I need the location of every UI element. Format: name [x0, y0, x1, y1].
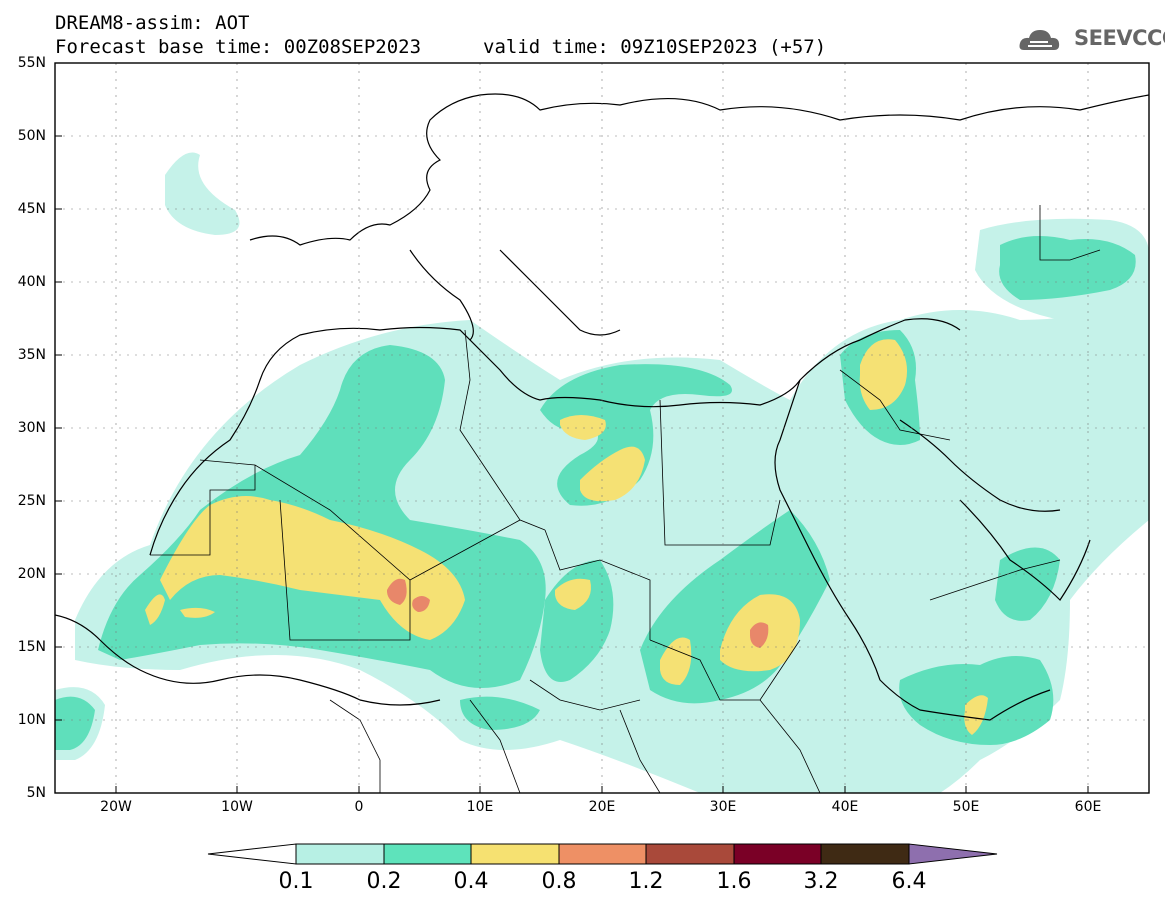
colorbar-bin-0.1-0.2 [295, 843, 385, 865]
lat-label-30n: 30N [17, 420, 46, 436]
axis-ticks [55, 62, 1089, 794]
colorbar-bin-3.2-6.4 [820, 843, 910, 865]
colorbar-over-triangle [908, 843, 998, 865]
colorbar-label: 1.6 [716, 869, 752, 894]
colorbar-label: 0.4 [453, 869, 489, 894]
lat-label-55n: 55N [17, 55, 46, 71]
lon-label-20e: 20E [588, 799, 616, 815]
colorbar-label: 3.2 [803, 869, 839, 894]
colorbar-bin-0.2-0.4 [383, 843, 472, 865]
colorbar-bin-0.8-1.2 [558, 843, 647, 865]
colorbar-label: 0.2 [366, 869, 402, 894]
cloud-logo-icon [1019, 30, 1060, 50]
lat-label-50n: 50N [17, 128, 46, 144]
lat-label-25n: 25N [17, 493, 46, 509]
forecast-base-time: Forecast base time: 00Z08SEP2023 [55, 36, 422, 58]
borders [150, 205, 1101, 793]
lon-label-50e: 50E [952, 799, 980, 815]
lat-label-35n: 35N [17, 347, 46, 363]
colorbar-bin-0.4-0.8 [470, 843, 560, 865]
colorbar-label: 6.4 [891, 869, 927, 894]
lon-label-10e: 10E [466, 799, 494, 815]
lat-label-20n: 20N [17, 566, 46, 582]
lat-label-40n: 40N [17, 274, 46, 290]
lat-label-45n: 45N [17, 201, 46, 217]
coastlines [55, 93, 1149, 721]
lon-label-60e: 60E [1074, 799, 1102, 815]
lon-label-40e: 40E [831, 799, 859, 815]
lon-label-20w: 20W [100, 799, 132, 815]
lon-label-0: 0 [354, 799, 364, 815]
lat-label-10n: 10N [17, 712, 46, 728]
logo-text: SEEVCCC [1074, 26, 1165, 50]
map-title: DREAM8-assim: AOT [55, 12, 250, 34]
colorbar-under-triangle [207, 843, 297, 865]
colorbar-label: 0.8 [541, 869, 577, 894]
lat-label-15n: 15N [17, 639, 46, 655]
lon-label-30e: 30E [709, 799, 737, 815]
aot-map [54, 62, 1150, 794]
colorbar-label: 1.2 [628, 869, 664, 894]
colorbar-label: 0.1 [278, 869, 314, 894]
lat-label-5n: 5N [26, 785, 46, 801]
colorbar [207, 843, 998, 865]
colorbar-bin-1.2-1.6 [645, 843, 735, 865]
colorbar-bin-1.6-3.2 [733, 843, 822, 865]
lon-label-10w: 10W [221, 799, 253, 815]
aot-field-veryhigh [387, 578, 769, 648]
graticule [55, 63, 1149, 793]
valid-time: valid time: 09Z10SEP2023 (+57) [483, 36, 827, 58]
